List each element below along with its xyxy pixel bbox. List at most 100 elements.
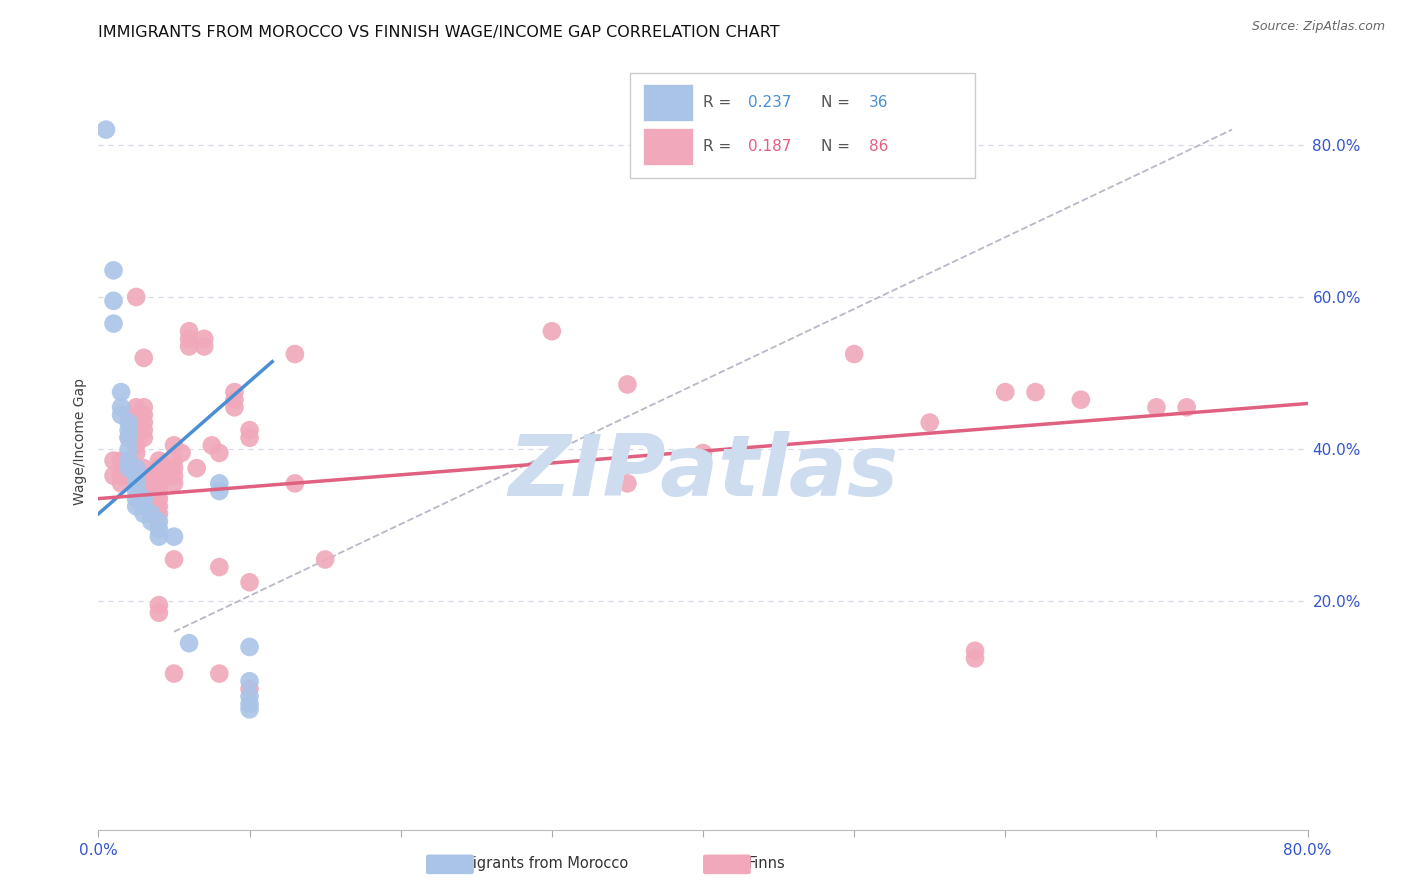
Point xyxy=(103,453,125,467)
Point xyxy=(314,552,336,566)
Text: 86: 86 xyxy=(869,139,889,154)
Point xyxy=(163,461,186,475)
Point xyxy=(132,423,155,437)
Text: Source: ZipAtlas.com: Source: ZipAtlas.com xyxy=(1251,20,1385,33)
Point xyxy=(208,560,231,574)
Point xyxy=(163,552,186,566)
Point xyxy=(118,431,141,445)
Point xyxy=(148,461,170,475)
Point xyxy=(103,263,125,277)
FancyBboxPatch shape xyxy=(630,73,976,178)
Point xyxy=(125,401,148,415)
Point xyxy=(179,636,201,650)
Point xyxy=(125,446,148,460)
Point xyxy=(148,606,170,620)
Point xyxy=(208,666,231,681)
Point xyxy=(239,690,262,704)
Text: Finns: Finns xyxy=(748,856,785,871)
Point xyxy=(616,377,638,392)
Point xyxy=(179,324,201,338)
Point xyxy=(148,522,170,536)
Point xyxy=(132,351,155,365)
Point xyxy=(179,332,201,346)
Point xyxy=(132,461,155,475)
Point xyxy=(540,324,562,338)
Point xyxy=(965,644,987,658)
Point xyxy=(103,468,125,483)
Point xyxy=(201,438,224,452)
Point xyxy=(132,408,155,422)
Point xyxy=(224,401,246,415)
Point xyxy=(110,468,132,483)
Point xyxy=(125,431,148,445)
Point xyxy=(118,408,141,422)
Point xyxy=(132,476,155,491)
Point xyxy=(844,347,866,361)
Text: 0.187: 0.187 xyxy=(748,139,792,154)
Point xyxy=(132,401,155,415)
Point xyxy=(125,476,148,491)
Point xyxy=(125,416,148,430)
Text: 36: 36 xyxy=(869,95,889,110)
Point xyxy=(125,500,148,514)
Bar xyxy=(643,84,693,121)
Point xyxy=(110,476,132,491)
Point xyxy=(110,385,132,400)
Point xyxy=(125,491,148,506)
Point xyxy=(148,476,170,491)
Point xyxy=(141,468,163,483)
Point xyxy=(125,483,148,498)
Point xyxy=(208,476,231,491)
Bar xyxy=(643,128,693,165)
Text: Immigrants from Morocco: Immigrants from Morocco xyxy=(440,856,628,871)
Point xyxy=(193,332,215,346)
Point xyxy=(141,476,163,491)
Point xyxy=(193,339,215,353)
Point xyxy=(148,468,170,483)
Point xyxy=(148,500,170,514)
Point xyxy=(186,461,208,475)
Point xyxy=(125,461,148,475)
Point xyxy=(239,640,262,654)
Point xyxy=(148,483,170,498)
Point xyxy=(110,401,132,415)
Point xyxy=(163,438,186,452)
Point xyxy=(616,476,638,491)
Point xyxy=(1024,385,1046,400)
Text: 0.237: 0.237 xyxy=(748,95,792,110)
Point xyxy=(239,575,262,590)
Point xyxy=(239,681,262,696)
Text: N =: N = xyxy=(821,139,855,154)
Point xyxy=(692,446,714,460)
Point xyxy=(148,530,170,544)
Point xyxy=(239,702,262,716)
Point xyxy=(163,476,186,491)
Point xyxy=(239,423,262,437)
Point xyxy=(994,385,1017,400)
Point xyxy=(118,453,141,467)
Point xyxy=(284,476,307,491)
Point xyxy=(110,453,132,467)
Text: R =: R = xyxy=(703,95,737,110)
Text: IMMIGRANTS FROM MOROCCO VS FINNISH WAGE/INCOME GAP CORRELATION CHART: IMMIGRANTS FROM MOROCCO VS FINNISH WAGE/… xyxy=(98,25,780,40)
Point xyxy=(118,431,141,445)
Point xyxy=(132,416,155,430)
Point xyxy=(132,483,155,498)
Point xyxy=(110,408,132,422)
Point xyxy=(148,507,170,521)
Point xyxy=(125,461,148,475)
Text: ZIPatlas: ZIPatlas xyxy=(508,431,898,514)
Point xyxy=(170,446,193,460)
Point xyxy=(163,666,186,681)
Point xyxy=(148,491,170,506)
Point xyxy=(118,461,141,475)
Point xyxy=(103,293,125,308)
Point xyxy=(155,461,177,475)
Point xyxy=(224,392,246,407)
Point xyxy=(118,461,141,475)
Point xyxy=(118,423,141,437)
Point xyxy=(239,674,262,689)
Point xyxy=(148,598,170,612)
Point xyxy=(141,507,163,521)
Point xyxy=(239,697,262,711)
